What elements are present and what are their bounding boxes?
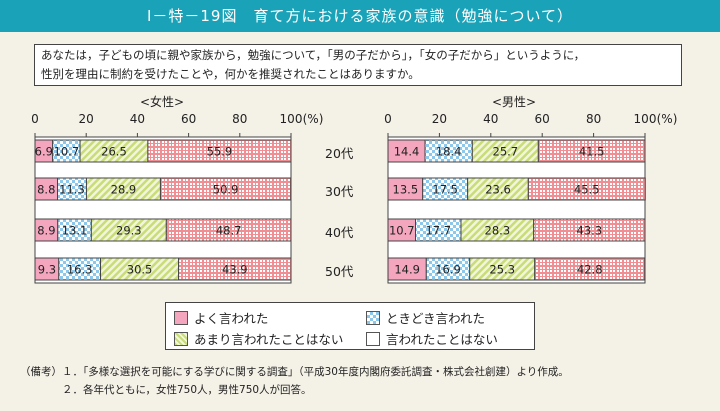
- data-label: 48.7: [216, 224, 242, 238]
- data-label: 8.8: [37, 183, 55, 197]
- legend-label: あまり言われたことはない: [194, 332, 344, 347]
- x-tick-label: 80: [232, 112, 248, 126]
- age-group-label: 50代: [325, 264, 354, 279]
- swatch-sometimes: [366, 310, 380, 325]
- legend: よく言われた ときどき言われた あまり言われたことはない 言われたことはない: [165, 302, 535, 350]
- data-label: 50.9: [213, 183, 239, 197]
- data-label: 9.3: [38, 263, 56, 277]
- x-tick-label: 0: [31, 112, 39, 126]
- bar-segment: [527, 177, 646, 201]
- legend-item-often: よく言われた: [174, 308, 268, 327]
- swatch-never: [366, 331, 380, 346]
- data-label: 42.8: [577, 263, 603, 277]
- data-label: 26.5: [101, 145, 127, 159]
- swatch-often: [174, 310, 188, 325]
- data-label: 17.7: [425, 224, 451, 238]
- bar-segment: [533, 218, 646, 242]
- bar-segment: [159, 177, 292, 201]
- note-2: ２．各年代ともに，女性750人，男性750人が回答。: [20, 384, 312, 396]
- data-label: 8.9: [37, 224, 55, 238]
- note-1: （備考）１．「多様な選択を可能にする学びに関する調査」（平成30年度内閣府委託調…: [20, 366, 569, 378]
- data-label: 25.3: [489, 263, 515, 277]
- x-tick-label: 40: [129, 112, 146, 126]
- data-label: 10.7: [389, 224, 415, 238]
- bar-segment: [537, 139, 646, 163]
- x-tick-label: 40: [483, 112, 499, 126]
- data-label: 16.3: [67, 263, 93, 277]
- bar-segment: [147, 139, 292, 163]
- data-label: 25.7: [493, 145, 519, 159]
- age-group-label: 40代: [325, 225, 354, 240]
- data-label: 23.6: [485, 183, 511, 197]
- legend-label: 言われたことはない: [386, 332, 498, 347]
- question-line-2: 性別を理由に制約を受けたことや，何かを推奨されたことはありますか。: [41, 67, 420, 81]
- legend-item-never: 言われたことはない: [366, 329, 498, 348]
- data-label: 18.4: [436, 145, 462, 159]
- x-tick-label: 20: [78, 112, 94, 126]
- question-line-1: あなたは，子どもの頃に親や家族から，勉強について，「男の子だから」，「女の子だか…: [41, 48, 586, 62]
- unit-label: (%): [656, 112, 678, 126]
- x-tick-label: 80: [585, 112, 602, 126]
- age-group-label: 20代: [325, 146, 354, 161]
- data-label: 14.9: [394, 263, 420, 277]
- unit-label: (%): [302, 112, 324, 126]
- legend-label: よく言われた: [194, 311, 269, 326]
- data-label: 11.3: [59, 183, 85, 197]
- swatch-rarely: [174, 331, 188, 346]
- data-label: 41.5: [579, 145, 605, 159]
- bar-segment: [165, 218, 292, 242]
- data-label: 28.9: [111, 183, 137, 197]
- female-panel-title: <女性>: [140, 95, 185, 109]
- data-label: 16.9: [435, 263, 461, 277]
- x-tick-label: 60: [534, 112, 550, 126]
- data-label: 17.5: [432, 183, 458, 197]
- data-label: 13.5: [393, 183, 419, 197]
- data-label: 29.3: [116, 224, 142, 238]
- x-tick-label: 100: [633, 112, 657, 126]
- data-label: 43.3: [577, 224, 603, 238]
- legend-item-sometimes: ときどき言われた: [366, 308, 485, 327]
- data-label: 28.3: [485, 224, 511, 238]
- x-tick-label: 100: [279, 112, 303, 126]
- male-panel-title: <男性>: [492, 95, 537, 109]
- data-label: 14.4: [394, 145, 420, 159]
- legend-item-rarely: あまり言われたことはない: [174, 329, 343, 348]
- x-tick-label: 60: [180, 112, 197, 126]
- data-label: 45.5: [574, 183, 600, 197]
- data-label: 43.9: [222, 263, 248, 277]
- x-tick-label: 0: [384, 112, 392, 126]
- data-label: 30.5: [127, 263, 153, 277]
- stacked-bar-charts: 6.9 10.7 26.5 55.98.8 11.3 28.9 50.98.9 13.1 29.…: [34, 133, 646, 284]
- figure-title: Ⅰ－特－19図 育て方における家族の意識（勉強について）: [0, 0, 720, 32]
- data-label: 55.9: [207, 145, 233, 159]
- x-tick-label: 20: [431, 112, 448, 126]
- bar-segment: [178, 257, 292, 281]
- bar-segment: [534, 257, 646, 281]
- legend-label: ときどき言われた: [386, 311, 486, 326]
- data-label: 13.1: [62, 224, 88, 238]
- question-box: あなたは，子どもの頃に親や家族から，勉強について，「男の子だから」，「女の子だか…: [34, 44, 682, 86]
- age-group-label: 30代: [325, 184, 354, 199]
- data-label: 10.7: [54, 145, 80, 159]
- data-label: 6.9: [35, 145, 53, 159]
